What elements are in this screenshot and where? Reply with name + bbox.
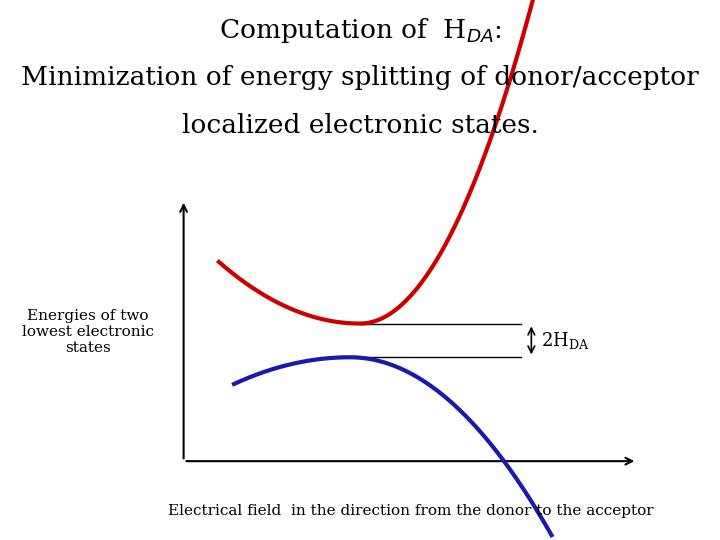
Text: Minimization of energy splitting of donor/acceptor: Minimization of energy splitting of dono… bbox=[21, 65, 699, 90]
Text: Computation of  H$_{DA}$:: Computation of H$_{DA}$: bbox=[219, 16, 501, 45]
Text: Electrical field  in the direction from the donor to the acceptor: Electrical field in the direction from t… bbox=[168, 504, 653, 518]
Text: 2H$_{\mathregular{DA}}$: 2H$_{\mathregular{DA}}$ bbox=[541, 330, 590, 351]
Text: Energies of two
lowest electronic
states: Energies of two lowest electronic states bbox=[22, 309, 153, 355]
Text: localized electronic states.: localized electronic states. bbox=[181, 113, 539, 138]
